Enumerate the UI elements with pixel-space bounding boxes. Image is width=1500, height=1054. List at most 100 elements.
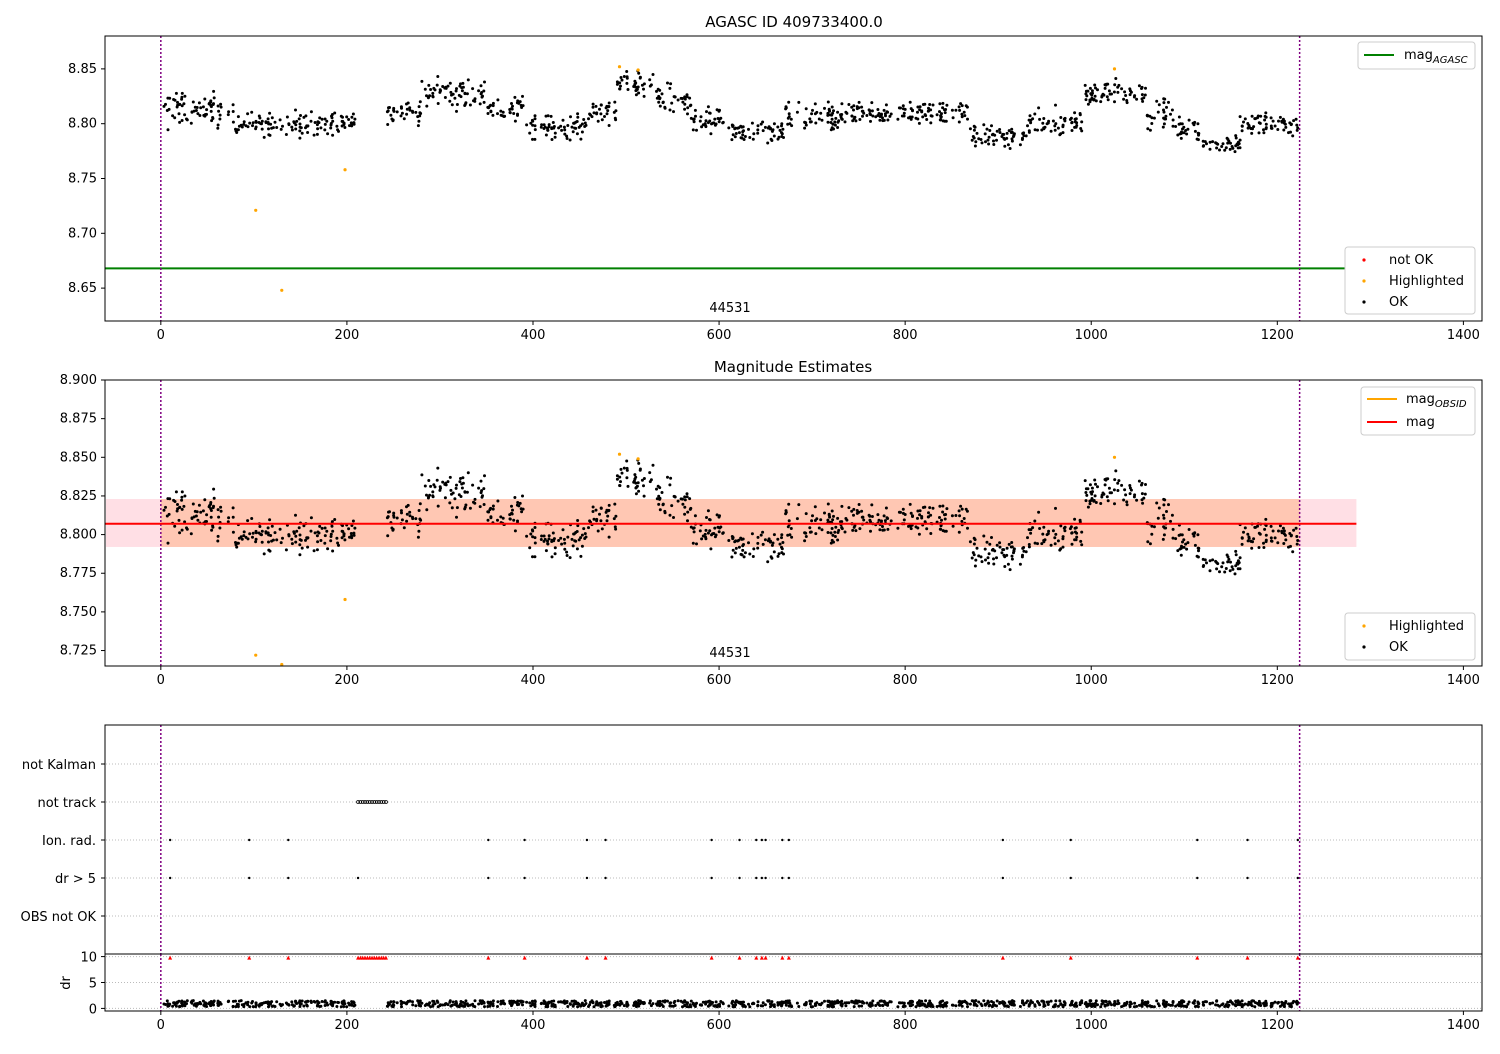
ok-point [423,484,427,488]
ok-point [615,80,619,84]
ok-point [604,510,608,514]
ok-point [717,120,721,124]
ok-point [588,519,592,523]
ok-point [1181,540,1184,544]
ok-point [1144,86,1147,90]
ok-point [348,124,351,128]
y-tick-label: 0 [89,1002,97,1017]
ok-point [607,509,610,513]
ok-point [411,515,414,519]
ok-point [1264,533,1268,537]
ok-point [1061,123,1065,127]
ok-point [1273,124,1277,128]
ok-point [1137,479,1141,483]
ok-point [826,100,830,104]
ok-point [1122,498,1126,502]
ok-point [176,503,179,506]
not-track-flag-point [356,800,360,804]
ok-point [352,531,356,535]
ok-point [704,124,708,128]
dr-point [395,1001,399,1005]
ok-point [713,123,717,127]
ok-point [1107,486,1111,490]
ok-point [870,101,874,105]
ok-point [279,127,283,131]
ok-point [315,123,319,127]
ok-point [740,553,744,557]
ok-point [733,551,737,555]
ok-point [637,71,641,75]
ok-point [1113,478,1117,482]
ok-point [183,113,187,117]
ok-point [1022,131,1026,135]
ok-point [938,516,941,519]
ok-point [491,104,495,108]
ok-point [592,111,596,115]
ok-point [733,127,737,131]
ok-point [439,89,442,93]
dr-point [1054,999,1058,1003]
ok-point [921,103,925,106]
ok-point [1186,541,1190,545]
ok-point [387,106,390,110]
ok-point [1056,126,1060,130]
ok-point [692,117,696,121]
ok-point [1295,128,1299,132]
ok-point [672,516,675,519]
dr-point [281,1003,284,1007]
ok-point [803,531,807,535]
dr-point [592,1005,596,1009]
ok-point [860,105,864,109]
ok-point [882,528,886,532]
ok-point [600,118,604,122]
ok-point [318,524,322,528]
ok-point [533,536,537,540]
ok-point [185,526,188,530]
ok-point [525,534,529,538]
ok-point [660,491,664,494]
ok-point [973,538,977,542]
ok-point [570,125,574,129]
ok-point [416,115,420,119]
ok-point [1003,555,1007,559]
ok-point [607,124,611,127]
ok-point [619,84,622,88]
ok-point [634,492,638,496]
ok-point [196,112,200,116]
ok-point [405,519,409,523]
ok-point [1116,489,1120,492]
ok-point [236,115,240,119]
dr-over-threshold-marker [709,955,714,960]
dr-point [651,1002,655,1006]
ok-point [205,108,209,112]
ok-point [226,520,230,524]
ok-point [1185,132,1189,136]
ok-point [353,117,357,121]
dr-point [350,1000,354,1004]
dr-point [1289,1005,1293,1009]
ok-point [625,476,629,480]
ok-point [579,536,583,540]
ok-point [203,97,207,101]
ok-point [1135,97,1139,101]
dr-flag-point [1296,876,1299,880]
ok-point [857,503,861,506]
ok-point [297,526,301,530]
ok-point [294,513,297,517]
ok-point [553,135,557,139]
ok-point [1049,129,1053,133]
dr-point [789,1004,793,1008]
ok-point [699,115,703,119]
dr-point [1186,1002,1190,1006]
ok-point [513,119,517,123]
ok-point [780,124,783,128]
ok-point [705,110,708,114]
ok-point [1292,528,1296,532]
ok-point [531,529,535,533]
ok-point [974,558,978,562]
dr-point [1192,1001,1196,1005]
ok-point [998,128,1002,131]
ion-rad-flag-point [1246,838,1249,842]
ok-point [400,518,404,522]
ok-point [209,502,213,506]
